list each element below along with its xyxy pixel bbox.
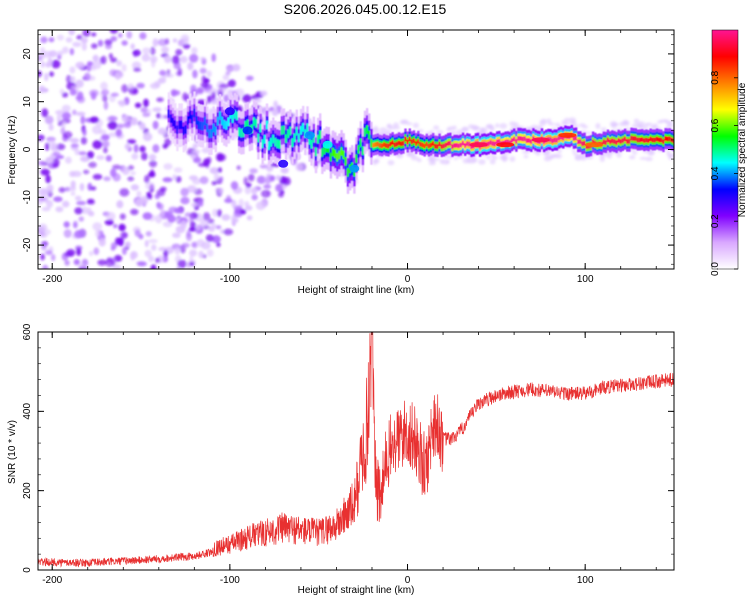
snr-x-tick-label: 0 xyxy=(405,575,411,586)
colorbar-label: Normalized spectral amplitude xyxy=(737,82,748,217)
colorbar-tick-label: 0.0 xyxy=(710,262,721,276)
heatmap-y-tick-label: -20 xyxy=(22,237,33,252)
snr-y-axis-label: SNR (10 * v/v) xyxy=(7,420,18,484)
snr-y-tick-label: 200 xyxy=(22,482,33,499)
snr-x-axis-label: Height of straight line (km) xyxy=(298,585,415,596)
colorbar-tick-label: 0.8 xyxy=(710,70,721,84)
heatmap-x-tick-label: -100 xyxy=(220,274,240,285)
snr-frame xyxy=(37,331,675,571)
colorbar-tick-label: 0.2 xyxy=(710,214,721,228)
colorbar-tick-label: 0.4 xyxy=(710,166,721,180)
snr-axis-ticks: -200 -100 0 100 0 200 400 600 xyxy=(22,323,674,586)
snr-panel: -200 -100 0 100 0 200 400 600 Height of straigh… xyxy=(7,323,675,596)
snr-x-tick-label: -200 xyxy=(42,575,62,586)
heatmap-y-axis-label: Frequency (Hz) xyxy=(7,116,18,185)
heatmap-x-tick-label: 0 xyxy=(405,274,411,285)
heatmap-y-tick-label: -10 xyxy=(22,190,33,205)
snr-x-tick-label: 100 xyxy=(577,575,594,586)
heatmap-x-tick-label: 100 xyxy=(577,274,594,285)
snr-y-tick-label: 400 xyxy=(22,403,33,420)
heatmap-y-tick-label: 20 xyxy=(22,48,33,60)
heatmap-cells xyxy=(38,30,674,269)
snr-y-tick-label: 0 xyxy=(22,567,33,573)
heatmap-x-tick-label: -200 xyxy=(42,274,62,285)
heatmap-hot-spots xyxy=(224,107,604,173)
heatmap-y-tick-label: 10 xyxy=(22,96,33,108)
colorbar-ticks: 0.0 0.2 0.4 0.6 0.8 xyxy=(710,70,738,276)
snr-y-tick-label: 600 xyxy=(22,323,33,340)
heatmap-x-axis-label: Height of straight line (km) xyxy=(298,285,415,296)
chart-title: S206.2026.045.00.12.E15 xyxy=(284,1,447,17)
colorbar-tick-label: 0.6 xyxy=(710,118,721,132)
heatmap-y-tick-label: 0 xyxy=(22,146,33,152)
snr-x-tick-label: -100 xyxy=(220,575,240,586)
snr-series-line xyxy=(38,332,674,568)
colorbar-gradient xyxy=(711,29,739,270)
colorbar: 0.0 0.2 0.4 0.6 0.8 Normalized spectral ampl… xyxy=(710,29,748,276)
